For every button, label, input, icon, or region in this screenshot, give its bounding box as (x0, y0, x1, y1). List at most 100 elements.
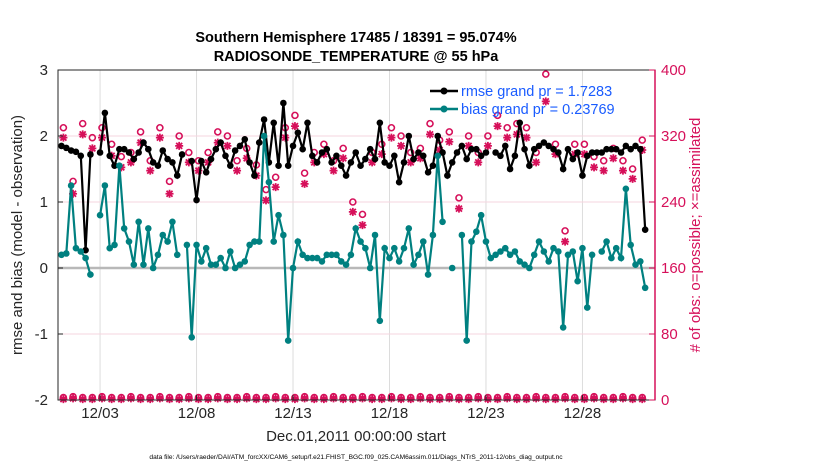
rmse-point (564, 145, 572, 153)
rmse-point (497, 152, 504, 160)
bias-point (516, 258, 524, 265)
rmse-point (429, 162, 437, 169)
rmse-point (135, 149, 142, 156)
obs-assimilated-low-marker (397, 395, 406, 404)
rmse-point (145, 145, 152, 153)
rmse-point (280, 99, 287, 107)
rmse-point (318, 149, 326, 156)
rmse-point (400, 159, 408, 166)
obs-assimilated-marker (175, 141, 184, 150)
bias-point (222, 264, 229, 272)
bias-point (304, 254, 311, 262)
obs-assimilated-marker (223, 141, 232, 150)
rmse-point (569, 155, 577, 163)
bias-point (275, 211, 282, 219)
obs-assimilated-marker (483, 141, 492, 150)
obs-possible-marker (223, 132, 232, 140)
rmse-point (386, 162, 393, 169)
obs-assimilated-marker (599, 166, 608, 175)
obs-possible-marker (628, 165, 637, 173)
rmse-point (202, 169, 210, 176)
footnote: data file: /Users/raeder/DAI/ATM_forcXX/… (149, 454, 563, 461)
legend: rmse grand pr = 1.7283 bias grand pr = 0… (430, 84, 615, 118)
bias-point (487, 254, 495, 262)
rmse-point (415, 149, 422, 156)
bias-point (376, 317, 384, 325)
bias-point (318, 258, 326, 265)
bias-point (67, 182, 75, 189)
obs-assimilated-low-marker (136, 395, 145, 404)
obs-assimilated-low-marker (426, 395, 435, 404)
obs-possible-marker (185, 148, 193, 157)
bias-point (251, 238, 258, 245)
obs-assimilated-low-marker (146, 395, 155, 404)
obs-possible-marker (136, 128, 145, 136)
obs-assimilated-marker (329, 166, 338, 175)
bias-point (395, 258, 403, 265)
bias-point (521, 261, 528, 269)
rmse-point (120, 145, 128, 153)
bias-point (622, 185, 630, 193)
bias-point (535, 238, 543, 245)
legend-bias-marker (440, 105, 448, 113)
obs-possible-marker (541, 70, 550, 78)
obs-possible-marker (233, 156, 241, 165)
bias-point (371, 231, 379, 239)
rmse-point (289, 142, 297, 150)
bias-point (352, 225, 360, 232)
bias-point (270, 238, 278, 245)
obs-assimilated-marker (445, 137, 454, 146)
obs-assimilated-low-marker (78, 395, 87, 404)
bias-point (526, 264, 533, 272)
x-tick-label: 12/23 (467, 405, 505, 422)
obs-possible-marker (156, 123, 164, 132)
obs-possible-marker (291, 111, 299, 120)
rmse-point (169, 159, 176, 166)
obs-assimilated-low-marker (329, 394, 338, 403)
rmse-point (101, 109, 109, 117)
obs-assimilated-low-marker (483, 395, 492, 404)
rmse-point (328, 159, 335, 166)
rmse-point (342, 172, 350, 179)
bias-point (583, 304, 591, 311)
bias-point (284, 337, 292, 344)
obs-assimilated-low-marker (551, 395, 560, 404)
y-tick-label: 2 (40, 128, 48, 145)
x-tick-label: 12/28 (564, 405, 602, 422)
bias-point (506, 251, 514, 259)
rmse-point (622, 142, 630, 150)
bias-point (434, 152, 442, 160)
rmse-point (598, 149, 606, 156)
chart-title: Southern Hemisphere 17485 / 18391 = 95.0… (195, 30, 516, 46)
obs-assimilated-marker (532, 158, 541, 167)
rmse-point (72, 148, 80, 156)
obs-assimilated-low-marker (310, 395, 319, 404)
bias-point (419, 238, 427, 245)
y-tick-label: 3 (40, 62, 48, 79)
obs-possible-marker (638, 136, 647, 144)
obs-assimilated-marker (126, 158, 135, 167)
obs-possible-marker (349, 198, 357, 206)
obs-assimilated-marker (474, 158, 483, 167)
y-tick-label: 0 (40, 260, 48, 277)
obs-assimilated-low-marker (618, 394, 627, 403)
y-axis-label: rmse and bias (model - observation) (9, 115, 26, 355)
rmse-point (419, 152, 427, 160)
obs-possible-marker (426, 119, 434, 128)
rmse-point (193, 196, 200, 204)
bias-point (120, 225, 128, 232)
obs-assimilated-marker (348, 207, 357, 216)
rmse-point (511, 152, 519, 160)
bias-point (347, 251, 355, 259)
rmse-point (535, 142, 543, 150)
legend-bias-label: bias grand pr = 0.23769 (461, 102, 615, 118)
obs-assimilated-marker (290, 122, 299, 131)
obs-assimilated-marker (416, 154, 425, 163)
bias-point (492, 251, 499, 259)
axis-ticks: 12/03 12/08 12/13 12/18 12/23 12/28 0 80 160 240 3… (35, 62, 686, 422)
rmse-point (164, 155, 171, 163)
obs-assimilated-low-marker (377, 395, 386, 404)
bias-point (463, 337, 470, 344)
bias-point (323, 251, 331, 259)
rmse-point (236, 142, 244, 150)
